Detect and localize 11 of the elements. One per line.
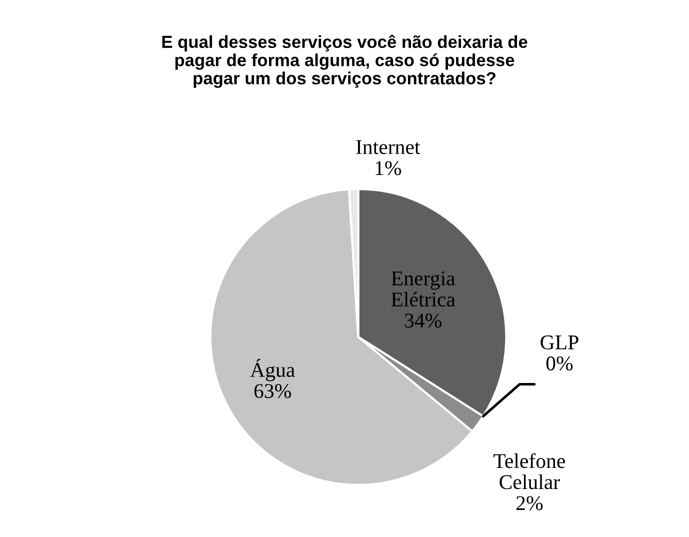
data-label: 1% <box>376 161 402 176</box>
slice-label: Telefone Celular <box>494 453 565 490</box>
chart-title: E qual desses serviços você não deixaria de pagar de forma alguma, caso só pudesse pagar um dos serviços contratados? <box>162 34 528 88</box>
slice-label: Água <box>250 358 295 382</box>
slice-label: Energia Elétrica <box>391 271 456 307</box>
category-label: GLP <box>540 335 578 350</box>
data-label: 34% <box>405 314 442 328</box>
data-label: 2% <box>516 496 543 510</box>
data-label: 63% <box>254 384 291 398</box>
slice-label: Internet <box>356 140 420 154</box>
text: 0% <box>546 356 573 371</box>
